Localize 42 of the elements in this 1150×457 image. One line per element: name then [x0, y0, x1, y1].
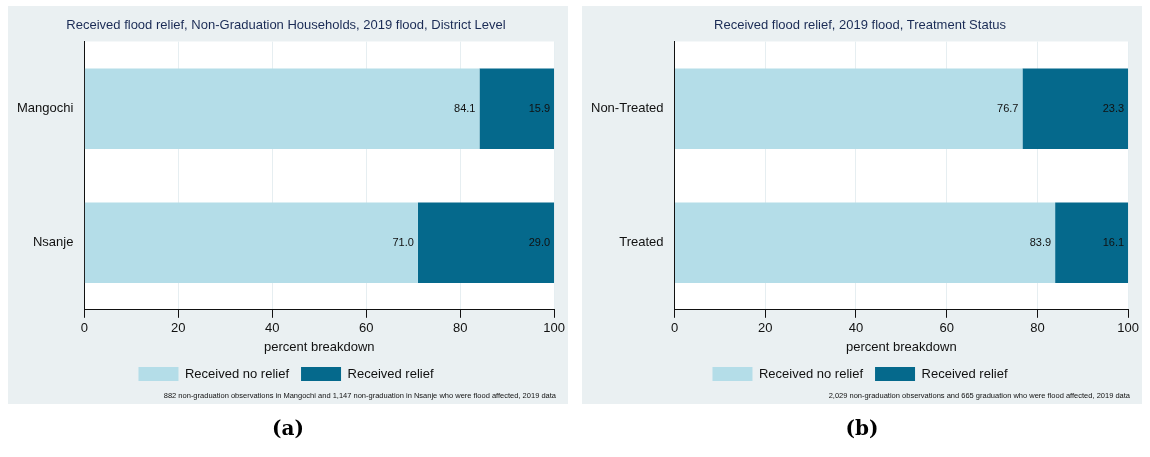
- x-tick-label: 20: [171, 320, 186, 336]
- x-axis-title: percent breakdown: [846, 338, 957, 354]
- bar: [675, 68, 1023, 149]
- legend-label: Received no relief: [184, 365, 290, 381]
- x-tick-label: 60: [359, 320, 374, 336]
- chart-title: Received flood relief, 2019 flood, Treatment Status: [714, 17, 1007, 33]
- data-label: 29.0: [528, 235, 551, 248]
- x-tick-label: 80: [452, 320, 468, 336]
- data-label: 23.3: [1102, 101, 1125, 114]
- text: (a): [271, 416, 305, 440]
- x-axis-title: percent breakdown: [263, 338, 375, 354]
- bar: [675, 202, 1056, 283]
- data-label: 83.9: [1029, 235, 1052, 248]
- data-label: 76.7: [997, 101, 1019, 114]
- bar: [84, 202, 418, 283]
- x-tick-label: 100: [543, 320, 566, 336]
- bar: [84, 68, 480, 149]
- data-label: 71.0: [392, 235, 414, 248]
- x-tick-label: 60: [939, 320, 954, 336]
- x-tick-label: 80: [1030, 320, 1045, 336]
- text: (b): [844, 416, 880, 440]
- bar: [1055, 202, 1129, 283]
- bar: [479, 68, 555, 149]
- x-tick-label: 0: [670, 320, 679, 336]
- y-tick-label: Mangochi: [16, 100, 74, 116]
- legend-label: Received no relief: [758, 365, 864, 381]
- bar: [1022, 68, 1129, 149]
- x-tick-label: 100: [1117, 320, 1140, 336]
- legend-label: Received relief: [347, 365, 434, 381]
- y-tick-label: Non-Treated: [591, 100, 664, 116]
- chart-title: Received flood relief, Non-Graduation Households, 2019 flood, District Level: [66, 17, 506, 33]
- y-tick-label: Treated: [619, 234, 664, 250]
- x-tick-label: 0: [80, 320, 88, 336]
- data-label: 15.9: [528, 101, 551, 114]
- data-label: 84.1: [454, 101, 476, 114]
- data-label: 16.1: [1102, 235, 1125, 248]
- x-tick-label: 20: [757, 320, 773, 336]
- x-tick-label: 40: [848, 320, 864, 336]
- legend-label: Received relief: [921, 365, 1008, 381]
- x-tick-label: 40: [265, 320, 280, 336]
- y-tick-label: Nsanje: [32, 234, 74, 250]
- bar: [417, 202, 555, 283]
